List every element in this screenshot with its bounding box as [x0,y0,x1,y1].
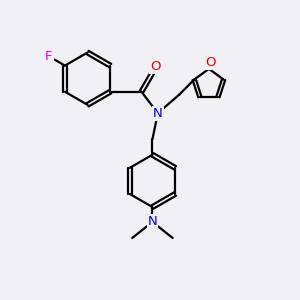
Text: F: F [45,50,53,63]
Text: O: O [151,60,161,73]
Text: N: N [148,215,157,228]
Text: O: O [205,56,216,69]
Text: N: N [153,106,163,120]
